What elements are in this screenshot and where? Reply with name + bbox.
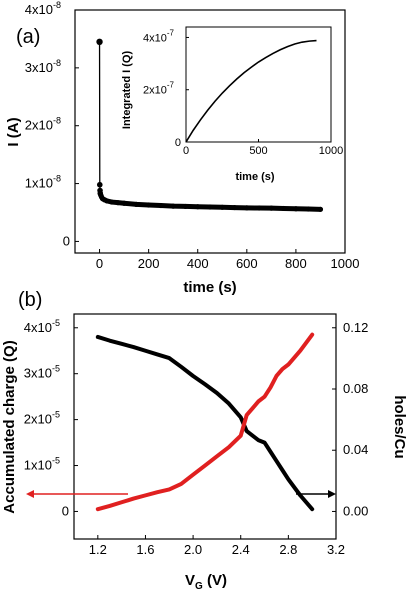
inset-x-axis-label: time (s) [235, 171, 274, 183]
panel-a-current-point [317, 206, 324, 212]
inset-integrated-current-line [185, 39, 317, 143]
panel-a-y-tick-label: 4x10-8 [25, 0, 61, 17]
inset-x-tick-label: 500 [249, 145, 267, 157]
panel-a-x-tick-label: 200 [138, 256, 160, 271]
panel-a-current-point [96, 181, 103, 188]
panel-b-y2-axis-label: holes/Cu [391, 395, 408, 458]
panel-a-x-tick-label: 0 [96, 256, 103, 271]
panel-a-current-point [231, 204, 238, 211]
panel-a-current-point [182, 203, 189, 210]
panel-b-y-tick-label: 1x10-5 [24, 456, 60, 473]
inset-x-tick-label: 1000 [319, 145, 343, 157]
panel-a-y-tick-label: 2x10-8 [25, 116, 61, 133]
inset-plot-frame [185, 26, 332, 143]
panel-b-y-axis-label: Accumulated charge (Q) [1, 340, 18, 513]
panel-b-y2-tick-label: 0.00 [343, 503, 368, 518]
panel-a-label: (a) [16, 26, 40, 48]
panel-a-current-point [109, 199, 115, 205]
panel-a-x-axis-label: time (s) [183, 279, 236, 296]
panel-a-current-point [121, 200, 127, 206]
panel-b-y-tick-label: 3x10-5 [24, 364, 60, 381]
panel-a-x-tick-label: 1000 [331, 256, 360, 271]
panel-b-x-tick-label: 1.6 [136, 542, 154, 557]
panel-b-x-tick-label: 2.8 [279, 542, 297, 557]
panel-a-current-point [195, 204, 201, 210]
panel-a-x-tick-label: 800 [285, 256, 307, 271]
panel-a-current-point [219, 204, 225, 210]
panel-b-y-tick-label: 2x10-5 [24, 410, 60, 427]
panel-a-current-point [305, 206, 311, 212]
panel-a-current-point [268, 205, 274, 211]
panel-b-red-curve [95, 332, 315, 512]
inset-y-tick-label: 4x10-7 [143, 28, 175, 44]
panel-a-current-point [96, 38, 103, 46]
panel-a-current-point [207, 204, 213, 210]
panel-a-current-point [293, 206, 299, 212]
panel-b-y2-tick-label: 0.04 [343, 442, 368, 457]
panel-b-black-curve [95, 334, 315, 512]
inset-y-axis-label: Integrated I (Q) [121, 51, 133, 130]
panel-a-x-tick-label: 400 [187, 256, 209, 271]
panel-b-y2-tick-label: 0.08 [343, 381, 368, 396]
panel-a-current-point [158, 202, 164, 209]
panel-b-plot: (b) VG (V) Accumulated charge (Q) holes/… [1, 289, 408, 592]
panel-b-y2-tick-label: 0.12 [343, 320, 368, 335]
panel-a-current-point [133, 201, 139, 207]
panel-a-plot-frame [74, 9, 346, 254]
panel-a-current-point [244, 205, 250, 211]
panel-b-x-tick-label: 2.4 [232, 542, 250, 557]
panel-a-y-tick-label: 1x10-8 [25, 174, 61, 191]
inset-y-tick-label: 0 [175, 137, 181, 149]
panel-a-current-point [281, 205, 287, 212]
panel-a-current-point [146, 202, 152, 208]
panel-a-spike-line [98, 41, 101, 194]
inset-y-tick-label: 2x10-7 [143, 81, 175, 97]
inset-x-tick-label: 0 [183, 145, 189, 157]
panel-a-y-tick-label: 3x10-8 [25, 58, 61, 75]
black-right-axis-arrow [296, 490, 336, 498]
panel-b-x-axis-label: VG (V) [185, 572, 227, 592]
panel-a-current-point [170, 203, 176, 209]
panel-b-x-tick-label: 1.2 [89, 542, 107, 557]
panel-a-current-point [104, 198, 110, 204]
red-left-axis-arrow [26, 490, 128, 498]
panel-a-current-point [115, 200, 121, 206]
panel-b-x-tick-label: 2.0 [184, 542, 202, 557]
panel-b-label: (b) [18, 289, 42, 311]
panel-b-y-tick-label: 0 [62, 503, 69, 518]
panel-a-y-tick-label: 0 [63, 233, 70, 248]
panel-a-main-plot: (a) time (s) I (A) 0 200 400 600 800 1000 0 1x… [5, 0, 359, 296]
panel-a-y-axis-label: I (A) [5, 117, 22, 146]
panel-b-y-tick-label: 4x10-5 [24, 318, 60, 335]
panel-a-x-tick-label: 600 [236, 256, 258, 271]
panel-b-x-tick-label: 3.2 [327, 542, 345, 557]
panel-a-inset-plot: time (s) Integrated I (Q) 0 500 1000 0 2x10… [121, 26, 343, 183]
panel-a-current-point [256, 205, 262, 211]
panel-b-plot-frame [73, 313, 337, 540]
